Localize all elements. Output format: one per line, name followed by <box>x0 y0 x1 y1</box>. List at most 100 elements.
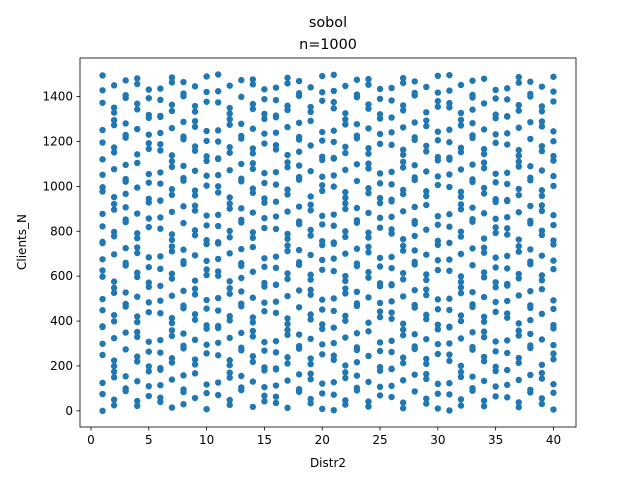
scatter-point <box>527 163 534 170</box>
scatter-point <box>226 234 233 241</box>
scatter-point <box>110 357 118 364</box>
scatter-point <box>122 259 129 267</box>
scatter-point <box>446 340 453 347</box>
scatter-point <box>457 335 465 342</box>
scatter-point <box>122 303 129 310</box>
scatter-point <box>538 277 546 284</box>
scatter-point <box>469 204 476 211</box>
scatter-point <box>480 357 488 365</box>
scatter-point <box>457 250 465 258</box>
scatter-point <box>307 142 314 149</box>
scatter-point <box>365 378 372 386</box>
scatter-point <box>226 166 233 174</box>
scatter-point <box>191 232 199 239</box>
scatter-point <box>307 291 314 298</box>
scatter-point <box>238 300 245 307</box>
scatter-point <box>226 227 233 235</box>
scatter-point <box>226 200 233 207</box>
scatter-point <box>538 252 546 259</box>
scatter-point <box>319 380 326 387</box>
scatter-point <box>330 324 337 331</box>
scatter-point <box>480 210 488 217</box>
scatter-point <box>457 368 465 376</box>
scatter-point <box>122 190 129 198</box>
scatter-point <box>191 108 199 115</box>
scatter-point <box>180 162 187 170</box>
scatter-point <box>295 136 303 143</box>
scatter-point <box>319 173 326 180</box>
scatter-point <box>284 106 291 114</box>
scatter-point <box>284 331 291 339</box>
scatter-point <box>457 122 465 129</box>
scatter-point <box>226 143 233 151</box>
scatter-point <box>411 162 418 169</box>
scatter-point <box>411 301 418 309</box>
scatter-point <box>457 278 465 286</box>
scatter-point <box>295 77 303 85</box>
scatter-point <box>203 350 210 357</box>
scatter-point <box>191 361 199 368</box>
scatter-point <box>330 71 337 79</box>
scatter-point <box>249 125 257 132</box>
scatter-point <box>191 117 199 125</box>
scatter-point <box>480 190 488 197</box>
scatter-point <box>492 348 499 355</box>
scatter-point <box>249 314 257 321</box>
scatter-point <box>226 110 233 117</box>
scatter-point <box>214 322 222 330</box>
scatter-point <box>238 329 245 337</box>
scatter-point <box>261 214 268 222</box>
scatter-point <box>319 156 326 164</box>
scatter-point <box>214 127 222 134</box>
scatter-point <box>180 133 187 140</box>
scatter-point <box>261 255 268 262</box>
scatter-point <box>110 206 118 213</box>
scatter-point <box>527 135 534 143</box>
scatter-point <box>191 285 199 293</box>
scatter-point <box>157 140 164 148</box>
scatter-point <box>284 247 291 255</box>
scatter-point <box>527 330 534 338</box>
scatter-point <box>342 317 349 324</box>
scatter-point <box>99 307 106 314</box>
scatter-point <box>423 142 430 150</box>
scatter-point <box>134 100 141 107</box>
scatter-point <box>399 107 407 114</box>
scatter-point <box>180 78 187 86</box>
scatter-point <box>376 347 384 355</box>
scatter-point <box>261 398 268 405</box>
scatter-point <box>203 266 210 273</box>
scatter-point <box>434 321 442 328</box>
scatter-point <box>492 198 499 206</box>
scatter-point <box>214 391 222 399</box>
scatter-point <box>330 105 337 112</box>
scatter-point <box>376 392 384 399</box>
scatter-point <box>469 94 476 101</box>
scatter-point <box>214 222 222 230</box>
scatter-point <box>238 135 245 142</box>
scatter-point <box>480 318 488 325</box>
scatter-point <box>527 389 534 396</box>
scatter-point <box>330 127 337 134</box>
scatter-point <box>365 274 372 281</box>
scatter-point <box>122 216 129 223</box>
scatter-point <box>376 170 384 177</box>
scatter-point <box>134 318 141 326</box>
scatter-point <box>226 361 233 369</box>
scatter-point <box>365 160 372 167</box>
scatter-point <box>515 354 522 362</box>
scatter-point <box>168 186 176 193</box>
scatter-point <box>272 298 280 305</box>
scatter-point <box>446 154 453 161</box>
scatter-point <box>191 277 199 284</box>
scatter-point <box>457 148 465 156</box>
scatter-point <box>122 346 129 353</box>
scatter-point <box>446 223 453 230</box>
scatter-point <box>214 171 222 179</box>
scatter-point <box>446 211 453 218</box>
scatter-point <box>180 330 187 337</box>
scatter-point <box>353 91 361 98</box>
scatter-point <box>284 292 291 300</box>
scatter-point <box>168 314 176 322</box>
scatter-point <box>446 183 453 191</box>
